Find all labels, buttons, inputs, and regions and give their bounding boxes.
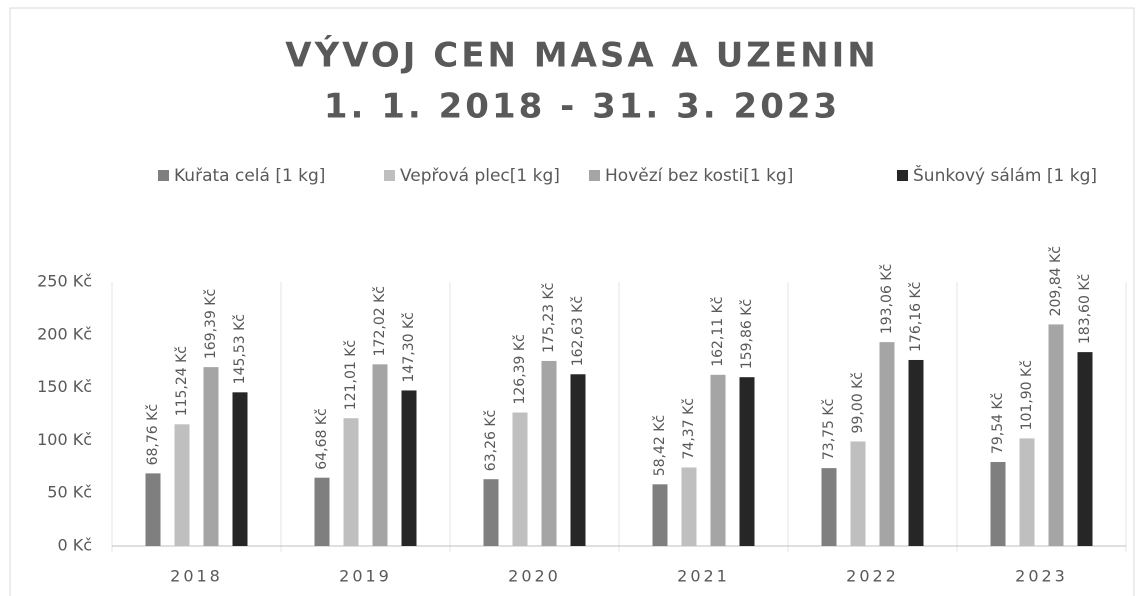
bar bbox=[174, 424, 190, 546]
x-tick-label: 2019 bbox=[339, 567, 392, 586]
bar bbox=[483, 479, 499, 546]
data-label: 68,76 Kč bbox=[145, 404, 161, 465]
data-label: 183,60 Kč bbox=[1077, 274, 1093, 344]
data-label: 162,63 Kč bbox=[570, 296, 586, 366]
bar bbox=[145, 473, 161, 546]
data-label: 145,53 Kč bbox=[232, 314, 248, 384]
data-label: 175,23 Kč bbox=[541, 283, 557, 353]
legend-label: Hovězí bez kosti[1 kg] bbox=[605, 166, 793, 186]
bar bbox=[1048, 324, 1064, 546]
bar bbox=[710, 374, 726, 546]
x-tick-label: 2023 bbox=[1015, 567, 1068, 586]
data-label: 147,30 Kč bbox=[401, 312, 417, 382]
data-label: 99,00 Kč bbox=[850, 372, 866, 433]
bar bbox=[821, 468, 837, 546]
data-label: 64,68 Kč bbox=[314, 408, 330, 469]
data-label: 172,02 Kč bbox=[372, 286, 388, 356]
data-label: 193,06 Kč bbox=[879, 264, 895, 334]
bar bbox=[343, 418, 359, 546]
x-tick-label: 2018 bbox=[170, 567, 223, 586]
data-label: 159,86 Kč bbox=[739, 299, 755, 369]
legend-label: Šunkový sálám [1 kg] bbox=[913, 164, 1097, 186]
bar bbox=[739, 377, 755, 546]
data-label: 58,42 Kč bbox=[652, 415, 668, 476]
y-tick-label: 50 Kč bbox=[47, 483, 92, 502]
bar bbox=[681, 467, 697, 546]
bar bbox=[570, 374, 586, 546]
y-tick-label: 200 Kč bbox=[37, 324, 92, 343]
legend-swatch bbox=[158, 170, 169, 181]
legend-swatch bbox=[589, 170, 600, 181]
y-tick-label: 100 Kč bbox=[37, 430, 92, 449]
chart-title: VÝVOJ CEN MASA A UZENIN bbox=[285, 35, 879, 76]
bar bbox=[850, 441, 866, 546]
bar bbox=[652, 484, 668, 546]
bar bbox=[232, 392, 248, 546]
data-label: 74,37 Kč bbox=[681, 398, 697, 459]
legend-label: Vepřová plec[1 kg] bbox=[400, 166, 560, 186]
x-tick-label: 2022 bbox=[846, 567, 899, 586]
x-tick-label: 2021 bbox=[677, 567, 730, 586]
bar bbox=[1019, 438, 1035, 546]
y-tick-label: 0 Kč bbox=[57, 536, 92, 555]
y-tick-label: 250 Kč bbox=[37, 272, 92, 291]
data-label: 101,90 Kč bbox=[1019, 360, 1035, 430]
bar bbox=[990, 462, 1006, 546]
bar bbox=[879, 342, 895, 546]
y-tick-label: 150 Kč bbox=[37, 377, 92, 396]
data-label: 73,75 Kč bbox=[821, 399, 837, 460]
bar bbox=[203, 367, 219, 546]
bar bbox=[401, 390, 417, 546]
chart-subtitle: 1. 1. 2018 - 31. 3. 2023 bbox=[324, 87, 840, 127]
data-label: 121,01 Kč bbox=[343, 340, 359, 410]
bar bbox=[512, 412, 528, 546]
data-label: 126,39 Kč bbox=[512, 334, 528, 404]
legend-swatch bbox=[897, 170, 908, 181]
bar bbox=[908, 359, 924, 546]
legend-swatch bbox=[384, 170, 395, 181]
bar bbox=[372, 364, 388, 546]
chart-border bbox=[9, 7, 1135, 596]
data-label: 79,54 Kč bbox=[990, 393, 1006, 454]
data-label: 162,11 Kč bbox=[710, 296, 726, 366]
data-label: 169,39 Kč bbox=[203, 289, 219, 359]
data-label: 209,84 Kč bbox=[1048, 246, 1064, 316]
legend-label: Kuřata celá [1 kg] bbox=[174, 166, 325, 186]
bar bbox=[1077, 352, 1093, 546]
data-label: 115,24 Kč bbox=[174, 346, 190, 416]
x-tick-label: 2020 bbox=[508, 567, 561, 586]
data-label: 176,16 Kč bbox=[908, 282, 924, 352]
bar bbox=[541, 360, 557, 546]
data-label: 63,26 Kč bbox=[483, 410, 499, 471]
bar bbox=[314, 477, 330, 546]
